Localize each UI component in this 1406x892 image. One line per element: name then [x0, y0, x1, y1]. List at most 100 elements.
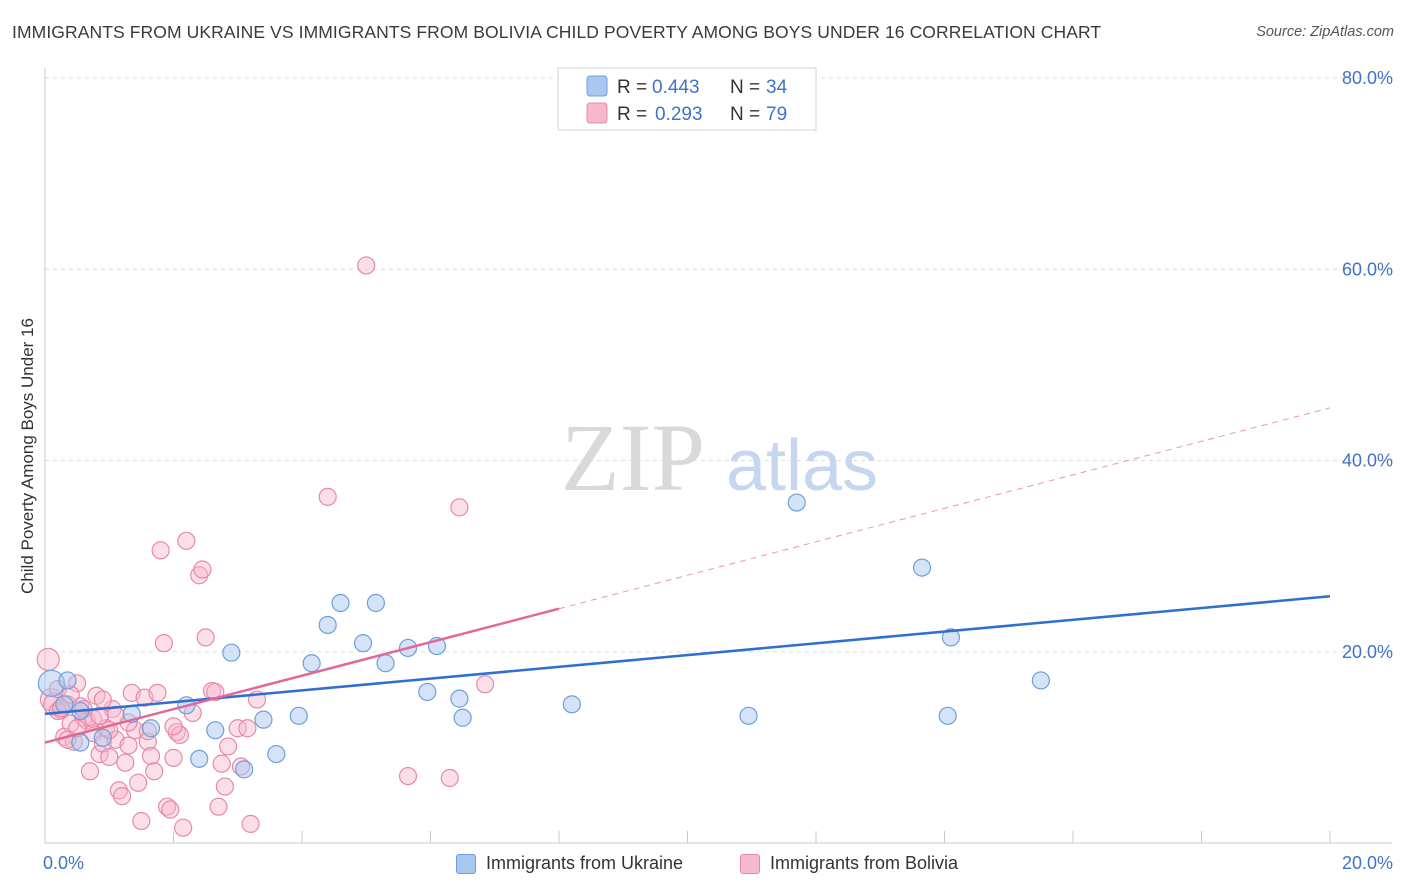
bolivia-point [109, 781, 128, 800]
bolivia-trend-line [44, 607, 560, 744]
ukraine-point [938, 706, 957, 725]
bolivia-point [241, 814, 260, 833]
ukraine-point [71, 733, 90, 752]
ukraine-point [318, 615, 337, 635]
ukraine-point [55, 695, 74, 714]
legend-r-value: 0.293 [655, 104, 703, 125]
legend-r-label: R = [617, 77, 647, 98]
ukraine-point [562, 695, 581, 714]
bolivia-point [164, 748, 183, 767]
gridlines [45, 77, 1392, 653]
ukraine-point [190, 749, 209, 768]
ukraine-point [222, 643, 241, 662]
bolivia-trend-extension [558, 407, 1331, 610]
trend-lines [44, 407, 1331, 744]
ukraine-point [376, 654, 395, 673]
ukraine-point [331, 593, 350, 613]
bolivia-point [100, 747, 119, 767]
bolivia-point [145, 762, 164, 781]
bolivia-point [196, 628, 215, 647]
bolivia-points [36, 256, 495, 837]
legend-r-value: 0.443 [652, 77, 700, 98]
bolivia-point [80, 762, 100, 781]
bolivia-point [318, 487, 337, 506]
legend-n-value: 34 [766, 77, 788, 98]
bolivia-point [357, 256, 376, 275]
ukraine-point [787, 493, 806, 512]
bolivia-point [129, 773, 148, 792]
bolivia-point [212, 754, 231, 773]
legend-n-label: N = [730, 104, 760, 125]
bolivia-point [154, 634, 173, 653]
legend-swatch-bolivia [740, 853, 760, 874]
bolivia-point [93, 690, 112, 709]
bolivia-point [174, 818, 193, 837]
legend-item-bolivia[interactable]: Immigrants from Bolivia [740, 853, 958, 874]
bolivia-point [209, 797, 228, 816]
ukraine-point [289, 706, 308, 725]
bolivia-point [164, 717, 183, 736]
ukraine-point [739, 706, 758, 725]
bolivia-point [215, 777, 234, 796]
bolivia-point [148, 683, 167, 702]
watermark-atlas: atlas [726, 426, 878, 506]
bolivia-point [116, 753, 135, 772]
ukraine-point [267, 744, 286, 764]
ukraine-point [453, 708, 472, 727]
ukraine-point [93, 728, 112, 747]
legend-item-ukraine[interactable]: Immigrants from Ukraine [456, 853, 683, 874]
bolivia-point [161, 800, 180, 819]
bolivia-point [238, 719, 257, 738]
x-tick-label: 20.0% [1342, 853, 1393, 873]
ukraine-trend-line [44, 595, 1331, 716]
legend-label-ukraine: Immigrants from Ukraine [486, 853, 684, 873]
legend-swatch-bolivia-stats [586, 102, 608, 124]
chart-title: IMMIGRANTS FROM UKRAINE VS IMMIGRANTS FR… [12, 22, 1102, 42]
legend-label-bolivia: Immigrants from Bolivia [770, 853, 959, 873]
y-tick-label: 60.0% [1342, 259, 1393, 279]
bolivia-point [440, 768, 459, 788]
bolivia-point [398, 766, 418, 786]
ukraine-point [941, 628, 961, 647]
y-tick-label: 80.0% [1342, 68, 1393, 88]
ukraine-point [1031, 671, 1050, 690]
y-tick-label: 40.0% [1342, 451, 1393, 471]
legend-bottom: Immigrants from Ukraine Immigrants from … [0, 850, 1406, 878]
legend-n-label: N = [730, 77, 760, 98]
ukraine-point [141, 719, 161, 738]
watermark: ZIP atlas [561, 404, 878, 511]
legend-n-value: 79 [766, 104, 787, 125]
bolivia-point [228, 719, 247, 738]
bolivia-point [476, 675, 495, 694]
bolivia-point [112, 787, 132, 806]
bolivia-point [119, 736, 138, 755]
ukraine-point [58, 671, 77, 690]
bolivia-point [36, 647, 60, 672]
bolivia-point [151, 541, 170, 560]
source-credit: Source: ZipAtlas.com [1256, 24, 1394, 40]
legend-r-label: R = [617, 104, 647, 125]
bolivia-point [132, 811, 151, 831]
bolivia-point [193, 560, 212, 579]
ukraine-point [366, 593, 385, 613]
ukraine-point [254, 710, 273, 729]
watermark-zip: ZIP [561, 404, 705, 511]
ukraine-point [302, 654, 321, 673]
bolivia-point [450, 498, 469, 517]
axes: 20.0% 40.0% 60.0% 80.0% 0.0% 20.0% [43, 68, 1393, 873]
bolivia-point [157, 797, 177, 816]
ukraine-points [37, 493, 1050, 779]
ukraine-point [353, 634, 373, 653]
bolivia-point [190, 566, 209, 585]
legend-stats: R = 0.443 N = 34 R = 0.293 N = 79 [557, 67, 817, 131]
x-tick-label: 0.0% [43, 853, 84, 873]
bolivia-point [167, 722, 186, 742]
ukraine-point [912, 558, 932, 577]
ukraine-point [235, 760, 254, 779]
ukraine-point [450, 689, 469, 708]
bolivia-point [141, 746, 161, 766]
bolivia-point [219, 737, 238, 756]
ukraine-point [418, 682, 437, 702]
bolivia-point [90, 706, 109, 725]
